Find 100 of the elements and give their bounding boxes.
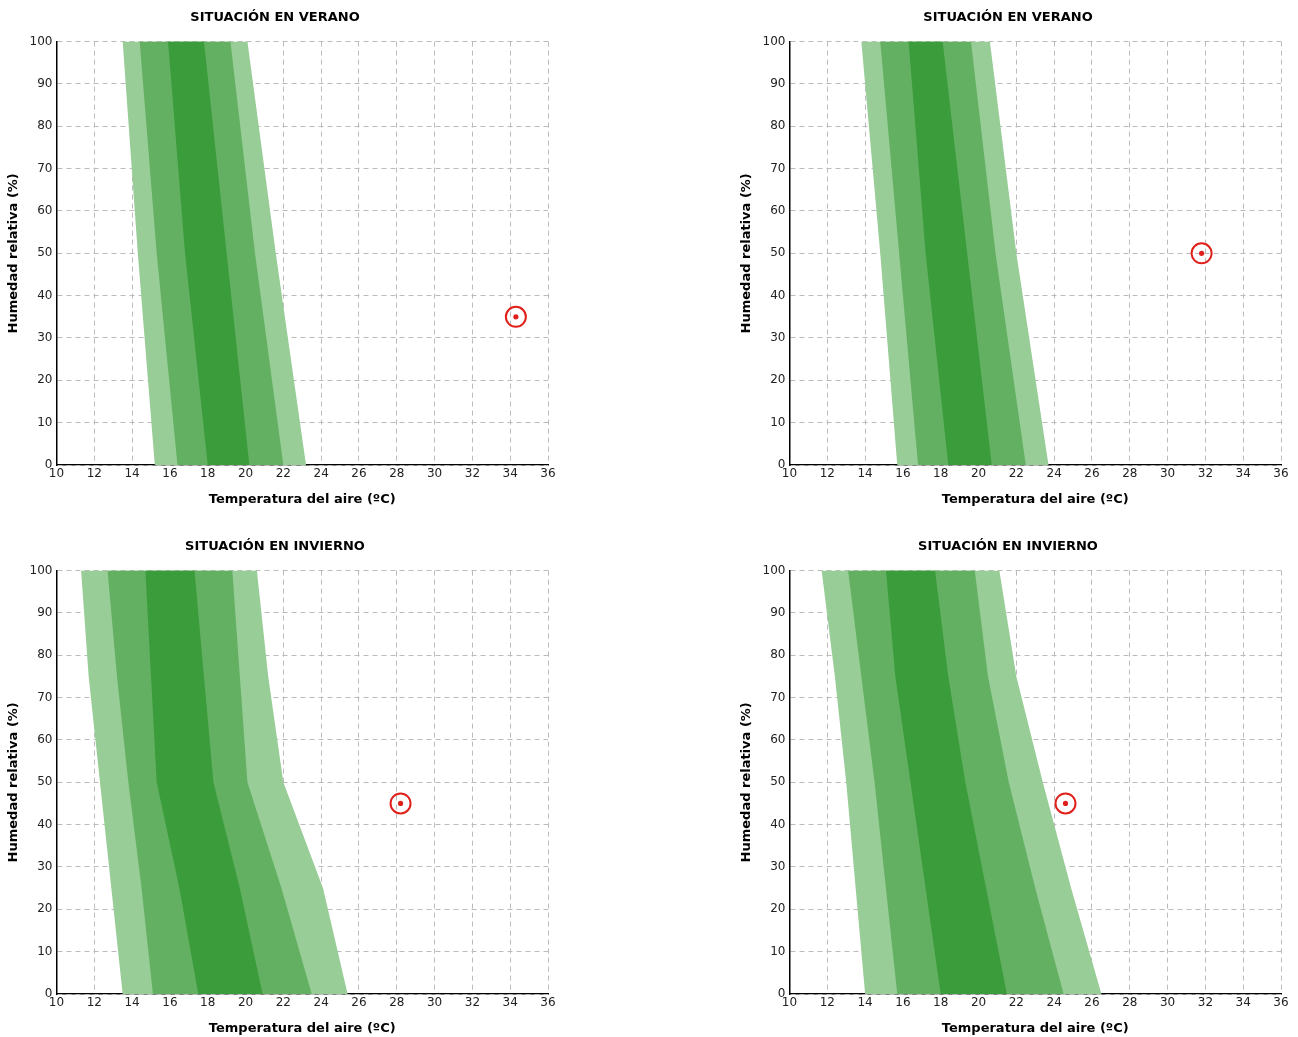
x-tick-label: 22 [275,466,291,481]
x-tick-label: 24 [1046,466,1062,481]
y-tick-label: 40 [770,287,786,302]
x-tick-label: 26 [1084,995,1100,1010]
y-tick-label: 30 [770,859,786,874]
x-tick-label: 22 [1008,466,1024,481]
y-tick-label: 90 [37,76,53,91]
y-tick-label: 20 [770,901,786,916]
x-tick-label: 30 [426,995,443,1010]
y-tick-label: 30 [37,330,53,345]
x-tick-label: 30 [1159,995,1176,1010]
x-tick-label: 20 [237,466,254,481]
chart-title: SITUACIÓN EN VERANO [923,9,1093,25]
y-tick-label: 20 [770,372,786,387]
x-axis-title: Temperatura del aire (ºC) [208,1019,396,1035]
y-tick-label: 60 [770,732,786,747]
x-tick-label: 16 [895,995,911,1010]
y-tick-label: 60 [37,732,53,747]
chart-title: SITUACIÓN EN INVIERNO [918,538,1098,554]
x-tick-label: 12 [819,995,835,1010]
x-tick-label: 18 [933,995,949,1010]
x-tick-label: 26 [351,995,367,1010]
y-tick-label: 90 [770,76,786,91]
x-tick-label: 32 [464,466,481,481]
x-axis-title: Temperatura del aire (ºC) [941,1019,1129,1035]
y-axis-title: Humedad relativa (%) [738,173,754,334]
x-tick-label: 12 [86,995,102,1010]
x-tick-label: 14 [857,466,873,481]
y-tick-label: 30 [37,859,53,874]
x-tick-label: 20 [237,995,254,1010]
y-tick-label: 100 [762,562,786,577]
x-tick-label: 14 [857,995,873,1010]
y-tick-label: 70 [37,689,53,704]
y-axis-title: Humedad relativa (%) [738,702,754,863]
x-tick-label: 16 [162,466,178,481]
y-tick-label: 100 [29,33,53,48]
y-tick-label: 70 [770,160,786,175]
x-tick-label: 34 [502,995,518,1010]
x-tick-label: 16 [162,995,178,1010]
x-tick-label: 18 [933,466,949,481]
x-tick-label: 24 [313,995,329,1010]
x-axis-title: Temperatura del aire (ºC) [208,490,396,506]
y-tick-label: 60 [770,203,786,218]
y-axis-title: Humedad relativa (%) [5,702,21,863]
y-tick-label: 60 [37,203,53,218]
x-axis-title: Temperatura del aire (ºC) [941,490,1129,506]
x-tick-label: 26 [351,466,367,481]
x-tick-label: 28 [1122,466,1138,481]
x-tick-label: 24 [313,466,329,481]
y-tick-label: 90 [770,605,786,620]
y-tick-label: 40 [770,816,786,831]
x-tick-label: 20 [970,466,987,481]
y-tick-label: 90 [37,605,53,620]
x-tick-label: 30 [1159,466,1176,481]
x-tick-label: 28 [1122,995,1138,1010]
x-tick-label: 34 [1235,466,1251,481]
y-tick-label: 100 [29,562,53,577]
y-tick-label: 40 [37,816,53,831]
x-tick-label: 22 [275,995,291,1010]
x-tick-label: 26 [1084,466,1100,481]
y-tick-label: 80 [37,647,53,662]
x-tick-label: 28 [389,995,405,1010]
x-tick-label: 16 [895,466,911,481]
x-tick-label: 32 [1197,466,1214,481]
x-tick-label: 34 [1235,995,1251,1010]
x-tick-label: 14 [124,995,140,1010]
y-tick-label: 20 [37,901,53,916]
y-tick-label: 10 [770,414,786,429]
y-tick-label: 50 [37,245,53,260]
x-tick-label: 28 [389,466,405,481]
y-tick-label: 20 [37,372,53,387]
y-tick-label: 50 [770,774,786,789]
chart-title: SITUACIÓN EN INVIERNO [185,538,365,554]
x-tick-label: 32 [464,995,481,1010]
x-tick-label: 36 [540,466,556,481]
x-tick-label: 36 [1273,466,1289,481]
x-tick-label: 20 [970,995,987,1010]
y-tick-label: 70 [37,160,53,175]
chart-title: SITUACIÓN EN VERANO [190,9,360,25]
x-tick-label: 18 [200,466,216,481]
x-tick-label: 30 [426,466,443,481]
x-tick-label: 18 [200,995,216,1010]
x-tick-label: 34 [502,466,518,481]
x-tick-label: 22 [1008,995,1024,1010]
y-tick-label: 50 [37,774,53,789]
y-tick-label: 10 [37,414,53,429]
y-tick-label: 80 [37,118,53,133]
y-tick-label: 30 [770,330,786,345]
x-tick-label: 36 [540,995,556,1010]
y-tick-label: 40 [37,287,53,302]
y-tick-label: 80 [770,118,786,133]
y-tick-label: 80 [770,647,786,662]
y-tick-label: 10 [37,943,53,958]
x-tick-label: 32 [1197,995,1214,1010]
x-tick-label: 24 [1046,995,1062,1010]
y-tick-label: 100 [762,33,786,48]
y-axis-title: Humedad relativa (%) [5,173,21,334]
x-tick-label: 36 [1273,995,1289,1010]
x-tick-label: 12 [86,466,102,481]
x-tick-label: 14 [124,466,140,481]
